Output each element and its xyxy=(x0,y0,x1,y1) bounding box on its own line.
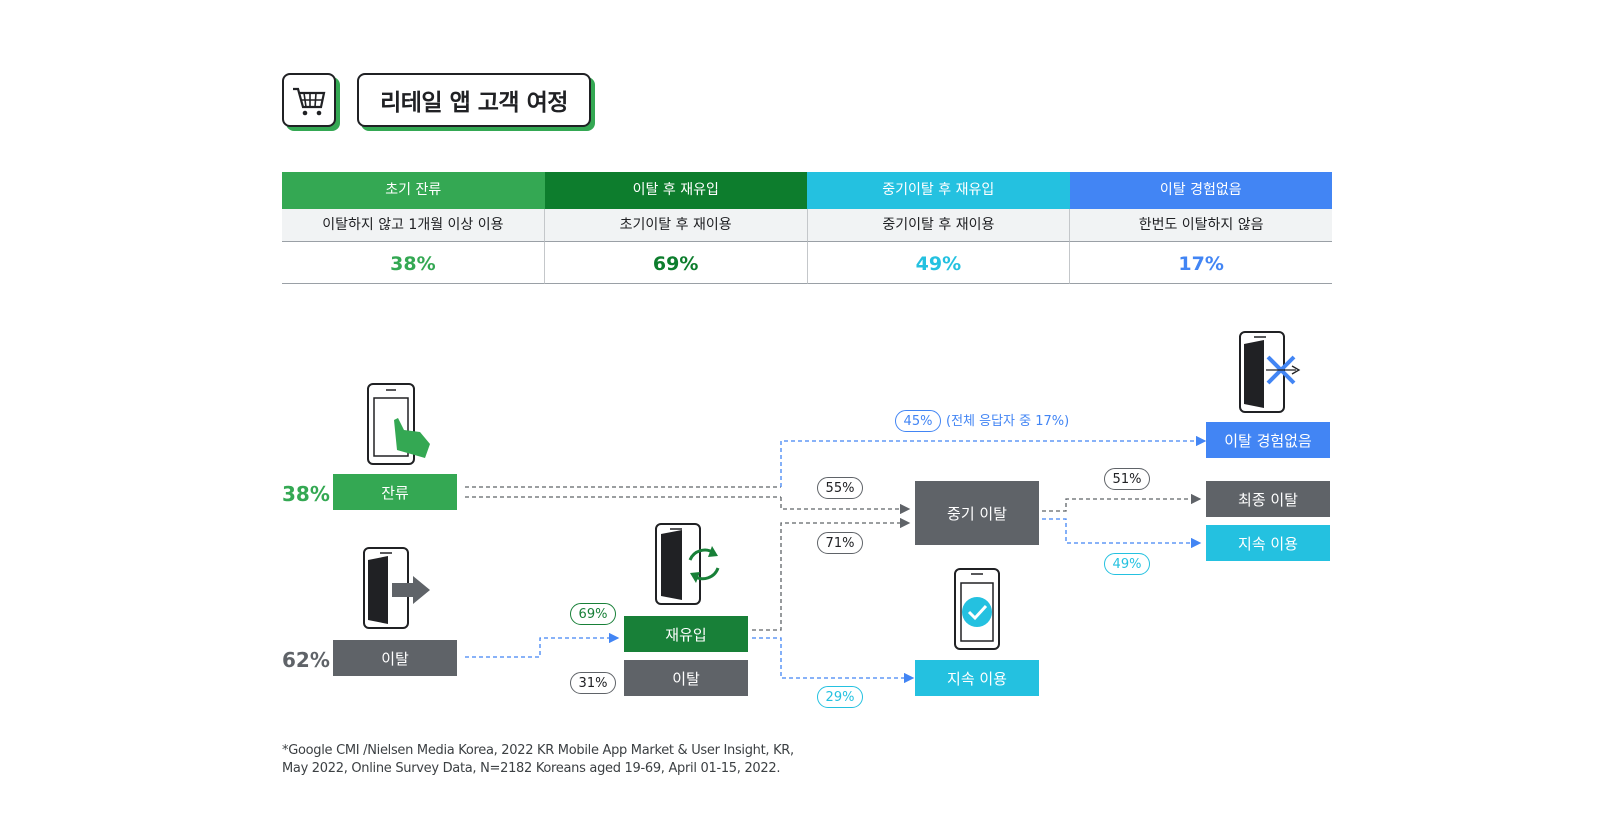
footnote-line-1: *Google CMI /Nielsen Media Korea, 2022 K… xyxy=(282,743,794,758)
pill-45: 45% xyxy=(895,410,941,432)
value-no-churn: 17% xyxy=(1069,242,1332,284)
header-reentry: 이탈 후 재유입 xyxy=(544,172,807,209)
cart-icon-box xyxy=(282,73,336,127)
phone-exit-icon xyxy=(363,547,430,629)
continue-box-top: 지속 이용 xyxy=(1206,525,1330,561)
pill-45-note: (전체 응답자 중 17%) xyxy=(946,414,1070,429)
pill-69: 69% xyxy=(570,603,616,625)
pill-49: 49% xyxy=(1104,553,1150,575)
phone-reentry-icon xyxy=(655,523,720,605)
desc-mid-reentry: 중기이탈 후 재이용 xyxy=(806,209,1070,242)
page-title: 리테일 앱 고객 여정 xyxy=(357,73,591,127)
phone-check-icon xyxy=(954,568,1000,650)
no-churn-box: 이탈 경험없음 xyxy=(1206,422,1330,458)
value-initial-retention: 38% xyxy=(282,242,544,284)
churn-box: 이탈 xyxy=(333,640,457,676)
shopping-cart-icon xyxy=(293,87,326,116)
mid-churn-box: 중기 이탈 xyxy=(915,481,1039,545)
desc-initial-retention: 이탈하지 않고 1개월 이상 이용 xyxy=(282,209,544,242)
retain-box: 잔류 xyxy=(333,474,457,510)
desc-reentry: 초기이탈 후 재이용 xyxy=(543,209,807,242)
phone-touch-icon xyxy=(367,383,430,465)
header-initial-retention: 초기 잔류 xyxy=(282,172,545,209)
pill-31: 31% xyxy=(570,672,616,694)
desc-no-churn: 한번도 이탈하지 않음 xyxy=(1069,209,1332,242)
summary-table: 초기 잔류 이탈 후 재유입 중기이탈 후 재유입 이탈 경험없음 이탈하지 않… xyxy=(282,172,1332,284)
churn-percent: 62% xyxy=(282,648,330,672)
value-reentry: 69% xyxy=(543,242,807,284)
continue-box-bottom: 지속 이용 xyxy=(915,660,1039,696)
pill-29: 29% xyxy=(817,686,863,708)
value-mid-reentry: 49% xyxy=(806,242,1070,284)
churn2-box: 이탈 xyxy=(624,660,748,696)
pill-71: 71% xyxy=(817,532,863,554)
final-churn-box: 최종 이탈 xyxy=(1206,481,1330,517)
table-header-row: 초기 잔류 이탈 후 재유입 중기이탈 후 재유입 이탈 경험없음 xyxy=(282,172,1332,209)
retain-percent: 38% xyxy=(282,482,330,506)
header-no-churn: 이탈 경험없음 xyxy=(1069,172,1332,209)
reentry-box: 재유입 xyxy=(624,616,748,652)
phone-no-churn-icon xyxy=(1239,331,1301,413)
header-mid-reentry: 중기이탈 후 재유입 xyxy=(807,172,1070,209)
table-desc-row: 이탈하지 않고 1개월 이상 이용 초기이탈 후 재이용 중기이탈 후 재이용 … xyxy=(282,209,1332,242)
footnote-line-2: May 2022, Online Survey Data, N=2182 Kor… xyxy=(282,761,781,776)
pill-55: 55% xyxy=(817,477,863,499)
footnote: *Google CMI /Nielsen Media Korea, 2022 K… xyxy=(282,742,794,778)
pill-51: 51% xyxy=(1104,468,1150,490)
table-value-row: 38% 69% 49% 17% xyxy=(282,242,1332,284)
